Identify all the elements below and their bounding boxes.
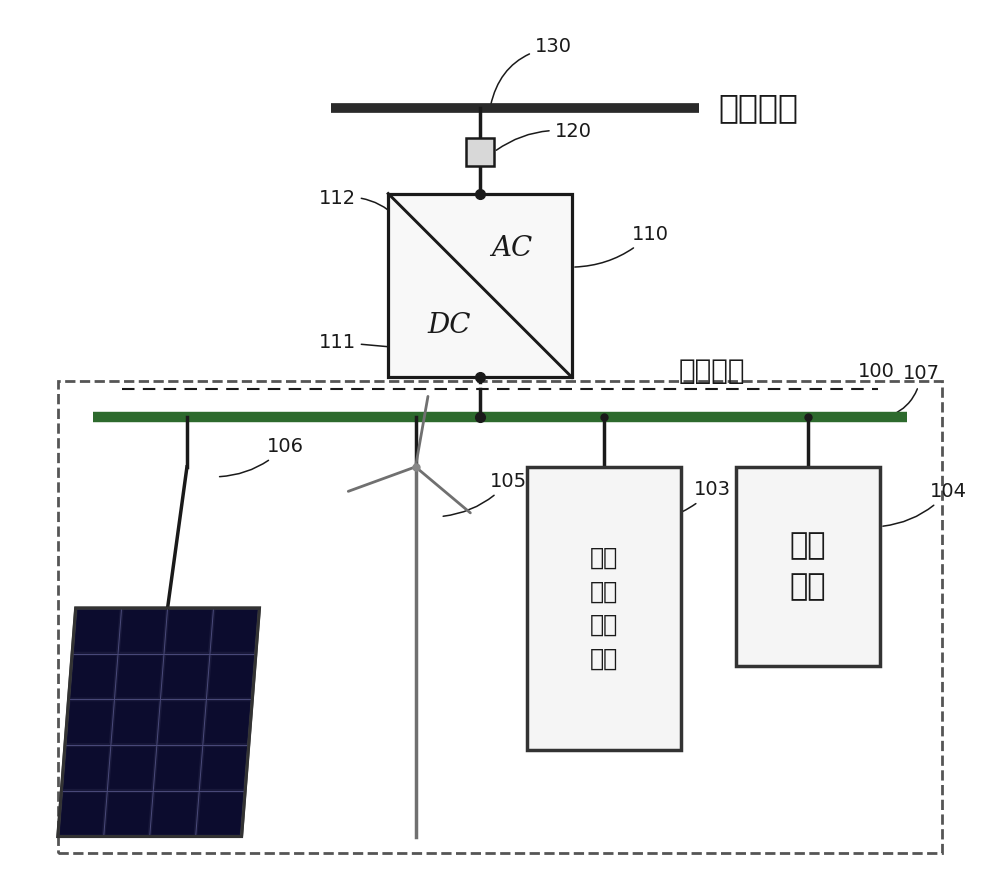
Text: 107: 107 bbox=[890, 364, 939, 416]
Text: 直流
负荷: 直流 负荷 bbox=[790, 532, 826, 601]
Polygon shape bbox=[113, 701, 158, 743]
Text: DC: DC bbox=[427, 313, 471, 339]
Text: 飞轮
阵列
储能
系统: 飞轮 阵列 储能 系统 bbox=[590, 546, 618, 671]
Polygon shape bbox=[198, 793, 243, 835]
Text: 100: 100 bbox=[858, 362, 895, 381]
Text: 130: 130 bbox=[491, 37, 572, 105]
Polygon shape bbox=[212, 610, 258, 651]
Polygon shape bbox=[162, 656, 208, 698]
Polygon shape bbox=[116, 656, 162, 698]
Polygon shape bbox=[106, 793, 151, 835]
Polygon shape bbox=[74, 610, 120, 651]
Polygon shape bbox=[166, 610, 212, 651]
Polygon shape bbox=[152, 793, 197, 835]
FancyBboxPatch shape bbox=[388, 193, 572, 378]
Text: 交流电网: 交流电网 bbox=[719, 92, 799, 125]
FancyBboxPatch shape bbox=[527, 467, 681, 750]
Text: 120: 120 bbox=[496, 122, 592, 151]
Text: 111: 111 bbox=[319, 332, 395, 352]
Polygon shape bbox=[201, 748, 247, 789]
Polygon shape bbox=[67, 701, 112, 743]
Polygon shape bbox=[159, 701, 204, 743]
FancyBboxPatch shape bbox=[466, 138, 494, 166]
Polygon shape bbox=[120, 610, 166, 651]
Polygon shape bbox=[205, 701, 250, 743]
Polygon shape bbox=[63, 748, 109, 789]
Polygon shape bbox=[58, 608, 260, 837]
Text: 103: 103 bbox=[637, 480, 731, 523]
Polygon shape bbox=[155, 748, 201, 789]
Text: 105: 105 bbox=[443, 471, 527, 516]
Text: AC: AC bbox=[491, 235, 532, 262]
Text: 106: 106 bbox=[220, 437, 303, 477]
Polygon shape bbox=[70, 656, 116, 698]
Polygon shape bbox=[208, 656, 254, 698]
Polygon shape bbox=[60, 793, 105, 835]
Polygon shape bbox=[109, 748, 155, 789]
Text: 112: 112 bbox=[319, 189, 396, 217]
Text: 直流电网: 直流电网 bbox=[679, 357, 745, 386]
Text: 110: 110 bbox=[575, 225, 669, 267]
Text: 104: 104 bbox=[883, 482, 967, 527]
FancyBboxPatch shape bbox=[736, 467, 880, 666]
